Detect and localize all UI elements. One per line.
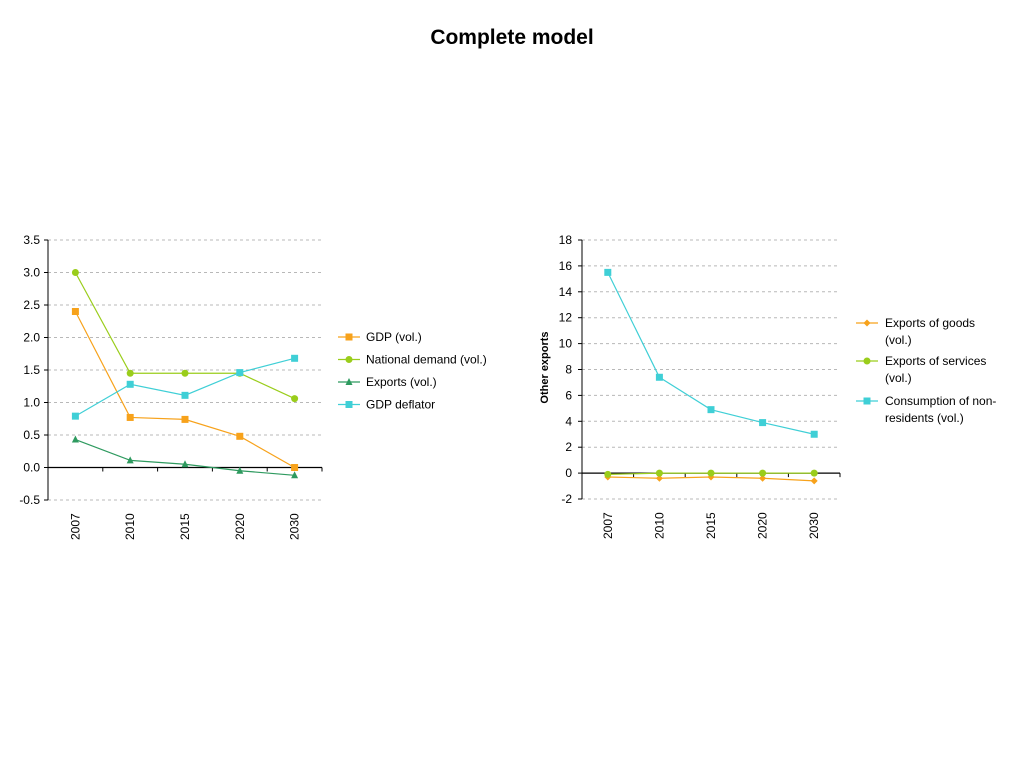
right-legend-consumption-of-non-residents-vol-marker <box>863 397 871 405</box>
left-y-tick-label: 3.0 <box>23 266 40 280</box>
right-legend-exports-of-services-vol-label: Exports of services (vol.) <box>885 354 986 385</box>
right-x-tick-label: 2007 <box>601 512 615 539</box>
right-series-consumption-of-non-residents-vol-point <box>759 419 767 427</box>
left-legend-gdp-deflator-label: GDP deflator <box>366 398 435 412</box>
left-series-national-demand-vol-point <box>126 369 134 377</box>
left-legend-national-demand-vol: National demand (vol.) <box>338 353 487 367</box>
left-y-tick-label: 0.0 <box>23 461 40 475</box>
right-y-tick-label: 14 <box>559 285 573 299</box>
left-legend-exports-vol-marker <box>345 378 353 385</box>
left-x-tick-label: 2007 <box>68 513 82 540</box>
left-series-gdp-deflator-point <box>181 391 189 399</box>
right-y-axis-label: Other exports <box>539 331 551 403</box>
right-series-consumption-of-non-residents-vol-point <box>604 268 612 276</box>
right-legend-exports-of-services-vol: Exports of services (vol.) <box>856 354 986 385</box>
right-legend-consumption-of-non-residents-vol: Consumption of non-residents (vol.) <box>856 394 996 425</box>
left-series-gdp-deflator-point <box>126 380 134 388</box>
right-series-exports-of-goods-vol <box>604 473 818 485</box>
right-legend-exports-of-services-vol-marker <box>863 357 871 365</box>
left-series-exports-vol-point <box>71 435 79 443</box>
right-x-tick-label: 2020 <box>756 512 770 539</box>
left-series-national-demand-vol-point <box>181 369 189 377</box>
right-series-exports-of-goods-vol-point <box>759 474 767 482</box>
left-series-gdp-vol-point <box>291 464 299 471</box>
right-legend-consumption-of-non-residents-vol-label: Consumption of non-residents (vol.) <box>885 394 996 425</box>
right-x-tick-label: 2010 <box>652 512 666 539</box>
left-y-tick-label: -0.5 <box>19 493 40 507</box>
left-series-national-demand-vol-point <box>291 395 299 403</box>
left-x-tick-label: 2015 <box>178 513 192 540</box>
right-y-tick-label: 0 <box>565 466 572 480</box>
right-y-tick-label: 16 <box>559 259 573 273</box>
right-series-consumption-of-non-residents-vol-point <box>707 406 715 414</box>
right-series-consumption-of-non-residents-vol <box>604 268 818 438</box>
left-x-tick-label: 2030 <box>288 513 302 540</box>
left-legend-exports-vol: Exports (vol.) <box>338 375 437 389</box>
left-series-gdp-deflator-point <box>71 412 79 420</box>
right-series-exports-of-services-vol-point <box>655 469 663 477</box>
left-x-tick-label: 2020 <box>233 513 247 540</box>
left-series-gdp-vol-point <box>71 308 79 315</box>
left-y-tick-label: 3.5 <box>23 233 40 247</box>
left-legend-gdp-vol-marker <box>345 333 353 341</box>
left-series-gdp-vol-point <box>236 432 244 440</box>
right-y-tick-label: 6 <box>565 388 572 402</box>
right-series-exports-of-services-vol-point <box>604 470 612 478</box>
left-series-exports-vol-point <box>236 466 244 474</box>
right-y-tick-label: 2 <box>565 440 572 454</box>
left-series-national-demand-vol-point <box>71 269 79 276</box>
right-series-exports-of-services-vol <box>604 469 818 478</box>
right-series-exports-of-goods-vol-point <box>810 477 818 485</box>
right-y-tick-label: 8 <box>565 363 572 377</box>
right-series-exports-of-goods-vol-point <box>655 474 663 482</box>
left-series-gdp-vol <box>71 308 299 471</box>
right-y-tick-label: -2 <box>561 492 572 506</box>
left-series-gdp-deflator <box>71 354 299 420</box>
left-series-exports-vol-point <box>126 456 134 464</box>
left-series-exports-vol-point <box>291 471 299 479</box>
right-series-exports-of-services-vol-point <box>810 469 818 477</box>
right-series-exports-of-services-vol-point <box>707 469 715 477</box>
page-title: Complete model <box>430 26 594 49</box>
left-y-tick-label: 2.0 <box>23 331 40 345</box>
left-y-tick-label: 1.5 <box>23 363 40 377</box>
right-x-tick-label: 2030 <box>807 512 821 539</box>
right-y-tick-label: 4 <box>565 414 572 428</box>
left-legend-gdp-deflator-marker <box>345 401 353 408</box>
left-y-tick-label: 1.0 <box>23 396 40 410</box>
right-x-tick-label: 2015 <box>704 512 718 539</box>
left-y-tick-label: 2.5 <box>23 298 40 312</box>
left-series-exports-vol-point <box>181 460 189 468</box>
right-series-consumption-of-non-residents-vol-point <box>655 373 663 381</box>
left-series-gdp-deflator-point <box>236 369 244 377</box>
right-y-tick-label: 18 <box>559 233 573 247</box>
left-series-exports-vol <box>71 435 299 479</box>
left-y-tick-label: 0.5 <box>23 428 40 442</box>
left-series-gdp-vol-point <box>126 413 134 421</box>
left-legend-gdp-vol: GDP (vol.) <box>338 330 422 344</box>
right-legend-exports-of-goods-vol-marker <box>863 319 871 327</box>
left-series-gdp-vol-point <box>181 415 189 423</box>
left-legend-national-demand-vol-marker <box>345 356 353 363</box>
right-series-exports-of-services-vol-point <box>759 469 767 477</box>
left-legend-national-demand-vol-label: National demand (vol.) <box>366 353 487 367</box>
right-legend-exports-of-goods-vol-label: Exports of goods (vol.) <box>885 316 975 347</box>
right-legend-exports-of-goods-vol: Exports of goods (vol.) <box>856 316 975 347</box>
left-x-tick-label: 2010 <box>123 513 137 540</box>
left-legend-exports-vol-label: Exports (vol.) <box>366 375 437 389</box>
left-legend-gdp-deflator: GDP deflator <box>338 398 435 412</box>
left-legend-gdp-vol-label: GDP (vol.) <box>366 330 422 344</box>
right-y-tick-label: 10 <box>559 337 573 351</box>
right-y-tick-label: 12 <box>559 311 573 325</box>
left-series-gdp-deflator-point <box>291 354 299 362</box>
right-series-consumption-of-non-residents-vol-point <box>810 430 818 438</box>
